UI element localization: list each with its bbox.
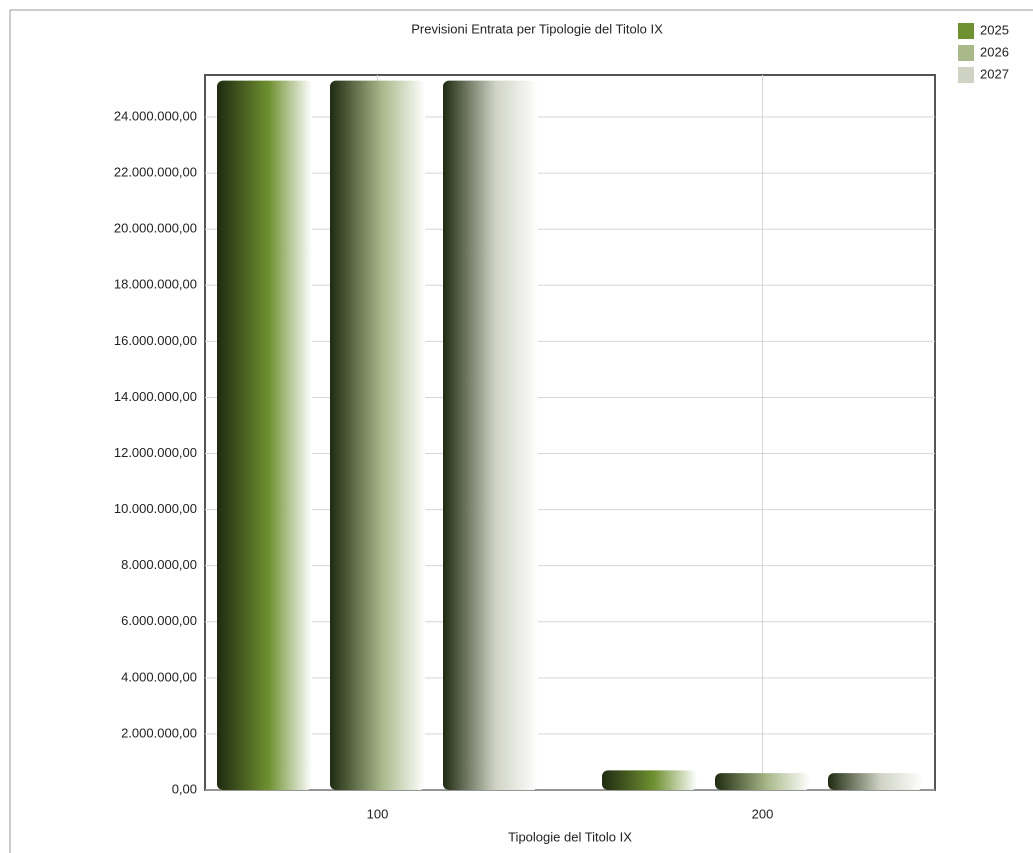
y-tick-label: 10.000.000,00 (114, 501, 197, 516)
y-tick-label: 6.000.000,00 (121, 613, 197, 628)
legend-swatch (958, 45, 974, 61)
y-tick-label: 24.000.000,00 (114, 108, 197, 123)
x-tick-label: 100 (367, 806, 389, 821)
chart-frame (9, 9, 1033, 853)
plot-area (204, 74, 936, 791)
x-axis-title: Tipologie del Titolo IX (508, 829, 632, 844)
y-tick-label: 12.000.000,00 (114, 445, 197, 460)
y-tick-label: 18.000.000,00 (114, 277, 197, 292)
bar (217, 80, 312, 790)
bar (602, 770, 697, 790)
bar (443, 80, 538, 790)
y-tick-label: 22.000.000,00 (114, 165, 197, 180)
y-tick-label: 8.000.000,00 (121, 557, 197, 572)
y-tick-label: 20.000.000,00 (114, 221, 197, 236)
y-tick-label: 14.000.000,00 (114, 389, 197, 404)
legend-label: 2027 (980, 66, 1009, 81)
legend-swatch (958, 67, 974, 83)
y-tick-label: 16.000.000,00 (114, 333, 197, 348)
legend-swatch (958, 23, 974, 39)
y-tick-label: 2.000.000,00 (121, 725, 197, 740)
x-tick-label: 200 (752, 806, 774, 821)
legend-label: 2025 (980, 22, 1009, 37)
bar (715, 773, 810, 790)
bar (330, 80, 425, 790)
y-tick-label: 0,00 (172, 781, 197, 796)
chart-title: Previsioni Entrata per Tipologie del Tit… (411, 21, 663, 36)
bar (828, 773, 923, 790)
y-tick-label: 4.000.000,00 (121, 669, 197, 684)
legend-label: 2026 (980, 44, 1009, 59)
